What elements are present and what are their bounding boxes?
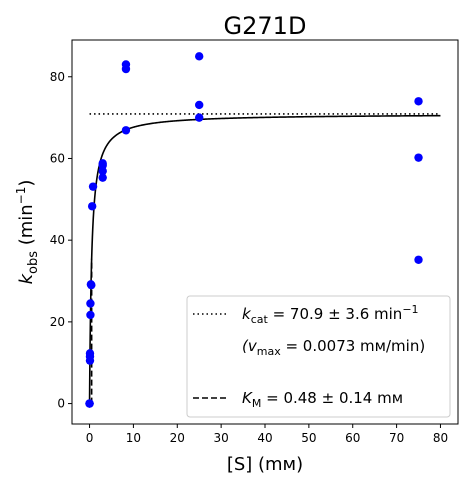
data-point <box>195 100 204 110</box>
x-tick-label: 0 <box>86 431 94 445</box>
data-point <box>98 173 107 182</box>
data-point <box>414 255 423 264</box>
legend: kcat = 70.9 ± 3.6 min−1 (vmax = 0.0073 m… <box>186 295 451 418</box>
chart-title: G271D <box>224 12 307 40</box>
x-axis-label: [S] (mᴍ) <box>227 454 303 475</box>
y-tick-label: 60 <box>50 151 65 165</box>
y-axis-label-sup: −1 <box>14 187 28 205</box>
legend-box <box>186 295 451 418</box>
data-points <box>85 52 423 408</box>
data-point <box>98 159 107 168</box>
legend-vmax-label: (vmax = 0.0073 mᴍ/min) <box>242 337 425 358</box>
x-tick-label: 70 <box>389 431 404 445</box>
y-axis: 0 20 40 60 80 <box>50 70 72 411</box>
fit-curve <box>88 114 441 404</box>
x-tick-label: 30 <box>213 431 228 445</box>
y-axis-label-sub: obs <box>26 251 41 274</box>
data-point <box>85 349 95 358</box>
data-point <box>195 113 204 122</box>
x-tick-label: 80 <box>433 431 448 445</box>
y-tick-label: 20 <box>50 315 65 329</box>
data-point <box>414 97 423 106</box>
y-tick-label: 80 <box>50 70 65 84</box>
data-point <box>195 52 204 61</box>
y-tick-label: 0 <box>57 397 65 411</box>
data-point <box>121 126 131 135</box>
y-axis-label-main: k <box>16 272 37 284</box>
y-tick-label: 40 <box>50 233 65 247</box>
data-point <box>88 182 98 191</box>
data-point <box>87 202 97 211</box>
data-point <box>121 60 131 69</box>
data-point <box>87 280 96 290</box>
plot-area <box>85 52 441 408</box>
x-axis: 0 10 20 30 40 50 60 70 80 <box>86 424 448 445</box>
x-tick-label: 50 <box>301 431 316 445</box>
x-tick-label: 40 <box>257 431 272 445</box>
legend-km-label: KM = 0.48 ± 0.14 mᴍ <box>242 389 403 410</box>
legend-kcat-label: kcat = 70.9 ± 3.6 min−1 <box>242 303 419 326</box>
y-axis-label-unit: (min <box>16 204 37 251</box>
x-tick-label: 10 <box>126 431 141 445</box>
y-axis-label-close: ) <box>16 180 37 187</box>
data-point <box>86 299 95 308</box>
x-tick-label: 60 <box>345 431 360 445</box>
data-point <box>86 310 95 320</box>
x-tick-label: 20 <box>170 431 185 445</box>
y-axis-label: kobs (min−1) <box>14 180 41 285</box>
data-point <box>414 153 423 162</box>
data-point <box>85 399 94 408</box>
